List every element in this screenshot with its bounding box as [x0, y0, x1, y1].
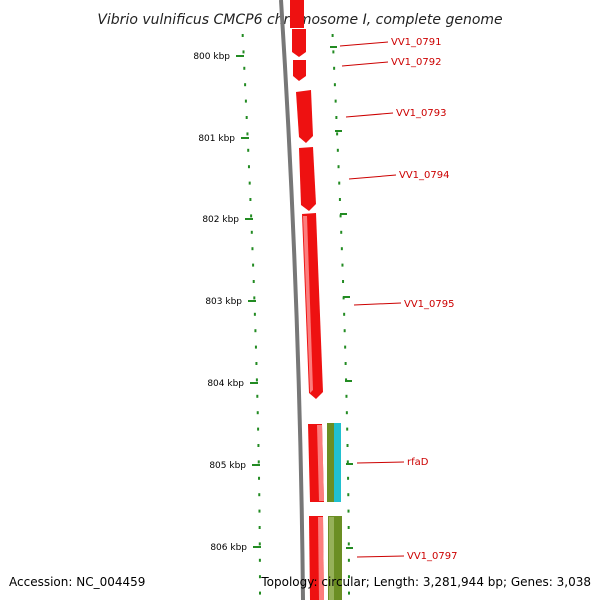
kbp-ticks: 800 kbp 801 kbp 802 kbp 803 kbp 804 kbp … [193, 52, 261, 553]
olive-feature-vv1-0797-light [329, 517, 334, 600]
gene-arrow-vv1-0791[interactable] [290, 0, 304, 28]
accession-text: Accession: NC_004459 [9, 575, 145, 589]
gene-arrow-vv1-0793[interactable] [296, 90, 313, 143]
gene-arrow-rfad-highlight [317, 425, 324, 501]
outer-gene-ticks [330, 46, 353, 549]
olive-feature-rfad [327, 423, 334, 502]
gene-arrow-vv1-0794[interactable] [299, 147, 316, 211]
gene-arrow-vv1-0792[interactable] [292, 29, 306, 57]
gene-arrow-vv1-0795-highlight [303, 216, 313, 393]
leader-line-vv1-0791 [339, 41, 389, 47]
tick-label-803-kbp: 803 kbp [205, 297, 242, 307]
leader-line-vv1-0795 [353, 302, 402, 306]
gene-label-vv1-0793[interactable]: VV1_0793 [396, 108, 447, 119]
gene-arrow-vv1-0797-highlight [318, 517, 324, 600]
inner-tick-rail [241, 34, 261, 595]
outer-tick-rail [331, 34, 350, 595]
tick-label-804-kbp: 804 kbp [207, 379, 244, 389]
tick-label-800-kbp: 800 kbp [193, 52, 230, 62]
gene-features [290, 0, 342, 600]
leader-line-vv1-0793 [345, 112, 394, 118]
gene-label-vv1-0794[interactable]: VV1_0794 [399, 170, 450, 181]
tick-label-801-kbp: 801 kbp [198, 134, 235, 144]
gene-arrow-vv1-0792-part[interactable] [293, 60, 306, 81]
chromosome-backbone [279, 0, 305, 600]
leader-line-rfad [356, 461, 405, 464]
leader-line-vv1-0797 [356, 555, 405, 558]
genome-summary-text: Topology: circular; Length: 3,281,944 bp… [260, 575, 591, 589]
tick-label-806-kbp: 806 kbp [210, 543, 247, 553]
gene-labels: VV1_0791 VV1_0792 VV1_0793 VV1_0794 VV1_… [391, 37, 458, 562]
tick-label-802-kbp: 802 kbp [202, 215, 239, 225]
gene-label-vv1-0792[interactable]: VV1_0792 [391, 57, 442, 68]
tick-label-805-kbp: 805 kbp [209, 461, 246, 471]
gene-label-vv1-0791[interactable]: VV1_0791 [391, 37, 442, 48]
gene-label-rfad[interactable]: rfaD [407, 457, 429, 468]
gene-leader-lines [339, 41, 405, 558]
cyan-feature-rfad [334, 423, 341, 502]
leader-line-vv1-0794 [348, 174, 397, 180]
leader-line-vv1-0792 [341, 61, 389, 67]
gene-label-vv1-0795[interactable]: VV1_0795 [404, 299, 455, 310]
gene-label-vv1-0797[interactable]: VV1_0797 [407, 551, 458, 562]
